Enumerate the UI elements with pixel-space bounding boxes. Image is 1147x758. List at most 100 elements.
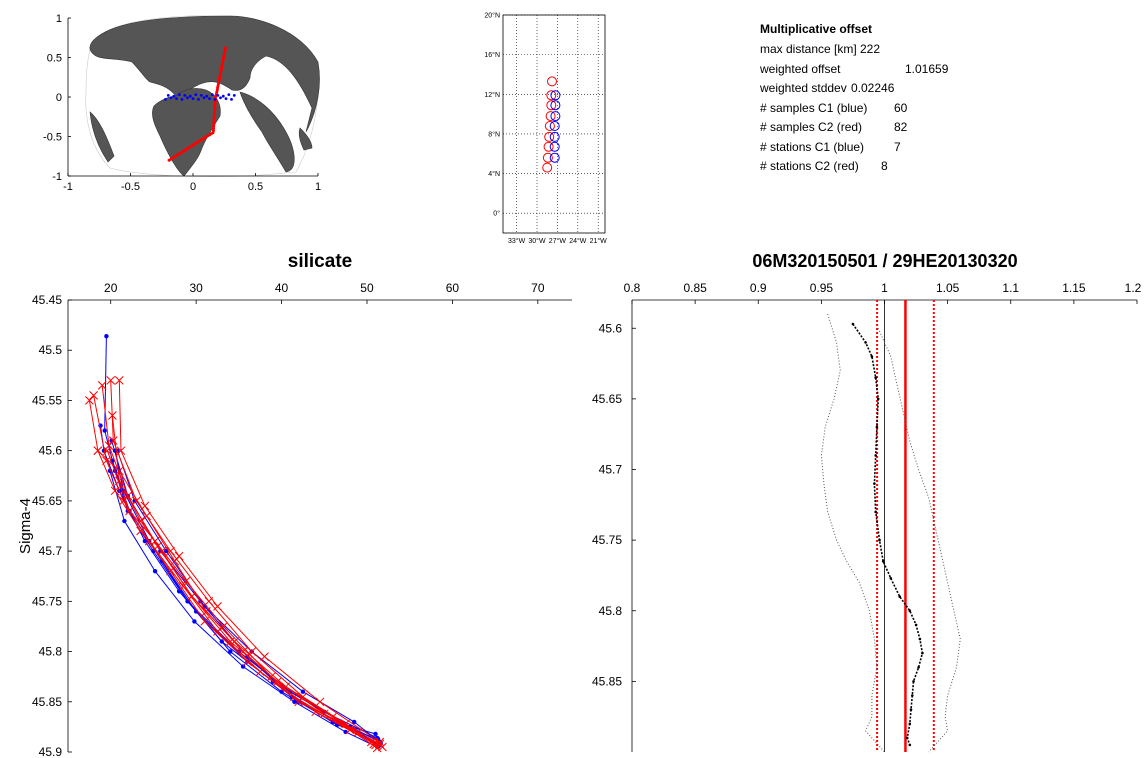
silicate-point-c2 [108,436,118,445]
silicate-profile-line [111,415,383,748]
silicate-point-c2 [85,396,94,405]
stations-lat-label: 12°N [484,91,500,99]
silicate-point-c2 [116,446,126,456]
ratio-mean-point [889,577,893,580]
stats-label: weighted offset [760,61,841,76]
stations-lon-label: 27°W [549,237,567,245]
globe-y-tick-label: 0 [56,92,62,104]
ratio-mean-point [905,736,909,740]
globe-x-tick-label: 0 [190,181,196,193]
stats-value: 1.01659 [905,61,949,76]
offset-stats-panel: Multiplicative offset max distance [km] 2… [760,22,960,177]
silicate-point-c2 [114,466,124,476]
silicate-point-c1 [219,639,224,644]
silicate-profile-line [117,450,382,744]
ratio-title: 06M320150501 / 29HE20130320 [752,251,1017,271]
ratio-mean-point [873,482,876,485]
globe-x-tick-label: -1 [63,181,73,193]
silicate-point-c1 [228,649,233,654]
station-marker [545,111,556,122]
ratio-mean-point [921,651,924,655]
silicate-point-c2 [97,381,107,390]
globe-map-panel: -1 -0.5 0 0.5 1 1 0.5 0 -0.5 -1 [43,13,321,193]
track-point-c1 [210,93,214,96]
ratio-mean-point [876,397,880,401]
silicate-point-c1 [142,538,148,544]
track-point-c1 [164,98,167,101]
silicate-point-c2 [174,551,184,561]
silicate-profile-line [101,385,376,746]
station-marker [544,131,555,142]
silicate-point-c2 [114,476,124,486]
track-point-c1 [202,96,206,100]
stats-row: max distance [km] 222 [760,40,960,60]
silicate-y-tick-label: 45.65 [32,494,62,508]
track-point-c1 [180,98,184,101]
silicate-point-c2 [260,652,269,661]
silicate-y-tick-label: 45.8 [39,645,63,659]
land-mass [89,111,115,163]
ratio-y-tick-label: 45.65 [592,392,622,406]
stations-lon-label: 21°W [590,237,608,245]
track-point-c1 [230,98,233,101]
silicate-point-c2 [89,391,98,400]
silicate-point-c2 [345,725,355,735]
stations-lon-label: 33°W [508,237,526,245]
stats-label: max distance [km] [760,42,857,56]
silicate-y-tick-label: 45.85 [32,695,62,709]
ratio-x-tick-label: 1.2 [1125,281,1142,295]
ratio-x-tick-label: 1.05 [936,281,960,295]
silicate-y-tick-label: 45.7 [39,544,63,558]
ratio-x-tick-label: 0.9 [750,281,767,295]
ratio-mean-point [908,609,912,612]
track-point-c1 [183,94,187,97]
silicate-y-tick-label: 45.5 [39,343,63,357]
silicate-point-c2 [290,692,299,702]
silicate-profile-line [111,440,379,740]
track-point-c1 [221,94,225,98]
track-point-c1 [199,94,203,97]
silicate-profile-line [111,460,380,747]
stats-value: 60 [894,100,908,115]
stations-lat-label: 20°N [484,12,500,20]
ratio-mean-point [917,666,920,669]
silicate-profile-line [93,395,372,743]
track-point-c1 [175,97,178,100]
globe-y-tick-label: 1 [56,13,62,25]
ratio-mean-point [918,637,922,641]
track-point-c1 [208,97,211,100]
station-marker [542,162,553,173]
stats-row: # stations C2 (red) 8 [760,157,960,177]
silicate-point-c1 [152,569,158,574]
silicate-point-c2 [125,506,134,516]
silicate-x-tick-label: 50 [360,281,374,295]
ratio-mean-point [881,560,885,563]
station-marker [549,121,560,131]
silicate-point-c2 [315,697,325,707]
station-marker [543,141,554,152]
ratio-mean-point [851,322,855,326]
silicate-point-c2 [375,737,385,747]
globe-y-tick-label: -0.5 [43,132,62,144]
silicate-profile-line [114,450,381,743]
ratio-mean-point [878,538,881,542]
silicate-point-c2 [102,446,112,456]
stations-lat-label: 0° [493,210,500,218]
track-point-c1 [216,94,220,97]
track-point-c1 [219,96,222,100]
station-marker [546,100,557,111]
track-point-c2 [167,158,171,162]
stats-label: # samples C2 (red) [760,120,863,134]
ratio-x-tick-label: 0.85 [683,281,707,295]
track-point-c1 [197,98,200,101]
ratio-mean-point [874,454,877,457]
ratio-x-tick-label: 1.15 [1062,281,1086,295]
silicate-point-c1 [292,699,297,704]
silicate-title: silicate [288,251,352,272]
silicate-point-c2 [170,556,180,566]
silicate-point-c1 [192,619,197,624]
stats-row: # samples C2 (red) 82 [760,118,960,138]
silicate-x-tick-label: 20 [104,281,118,295]
ratio-mean-point [870,355,874,358]
